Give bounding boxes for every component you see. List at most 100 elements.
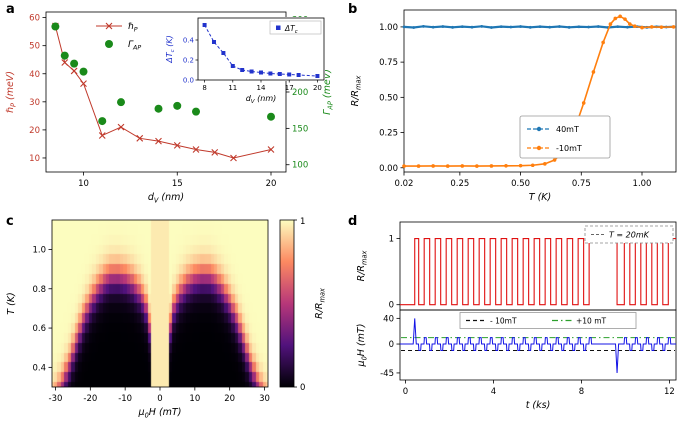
svg-text:0.00: 0.00 [379, 164, 398, 174]
axes-d: 0 4 8 12 t (ks) 0 1 R/Rmax 40 0 -45 μ0H (mT) [356, 221, 677, 411]
svg-text:-30: -30 [49, 394, 63, 404]
svg-text:1: 1 [389, 235, 394, 245]
x-axis-label-b: T (K) [529, 192, 551, 203]
svg-text:50: 50 [29, 42, 40, 52]
svg-text:10: 10 [78, 179, 89, 189]
svg-text:10: 10 [29, 154, 40, 164]
y-axis-label-d-bottom: μ0H (mT) [356, 324, 368, 368]
legend-b: 40mT -10mT [519, 115, 611, 159]
svg-text:100: 100 [292, 161, 308, 171]
svg-text:0.25: 0.25 [379, 129, 398, 139]
svg-text:0.75: 0.75 [572, 179, 591, 189]
panel-a: a 10 15 20 dV (nm) 10 20 30 40 50 60 ℏP (meV) 100 15… [0, 0, 342, 212]
svg-text:0: 0 [157, 394, 162, 404]
svg-text:0.4: 0.4 [32, 363, 46, 373]
svg-text:20: 20 [29, 126, 40, 136]
panel-d: d 0 4 8 12 t (ks) 0 1 R/Rmax 40 0 -45 μ0H (mT) T = 2… [342, 212, 685, 427]
y-axis-label-c: T (K) [6, 292, 17, 314]
svg-text:40mT: 40mT [556, 125, 579, 134]
svg-text:15: 15 [172, 179, 183, 189]
panel-a-plot: 10 15 20 dV (nm) 10 20 30 40 50 60 ℏP (meV) 100 150 2… [5, 11, 334, 204]
panel-d-label: d [348, 214, 358, 229]
y-axis-label-d-top: R/Rmax [356, 251, 368, 282]
panel-c-label: c [6, 214, 14, 229]
y-axis-label-b: R/Rmax [350, 76, 362, 107]
svg-text:14: 14 [257, 84, 266, 92]
svg-text:17: 17 [285, 84, 294, 92]
x-axis-label-c: μ0H (mT) [138, 407, 182, 419]
svg-text:0.8: 0.8 [32, 285, 46, 295]
svg-text:1: 1 [300, 217, 305, 227]
svg-text:-20: -20 [83, 394, 97, 404]
svg-text:0.0: 0.0 [183, 77, 194, 85]
svg-text:0: 0 [389, 340, 394, 350]
svg-text:40: 40 [29, 70, 40, 80]
svg-text:0: 0 [403, 387, 408, 397]
r-waveform [400, 237, 676, 306]
svg-text:20: 20 [224, 394, 235, 404]
panel-c: c -30 -20 -10 0 10 20 30 μ0H (mT) 0.4 0.6 0.8 1.0 T … [0, 212, 342, 427]
panel-b-plot: 0.02 0.25 0.50 0.75 1.00 T (K) 0.00 0.25 0.50 0.7… [350, 9, 677, 203]
svg-text:-10mT: -10mT [556, 144, 582, 153]
legend-d-bottom: - 10mT +10 mT [459, 312, 637, 329]
svg-text:11: 11 [228, 84, 237, 92]
svg-text:10: 10 [189, 394, 200, 404]
svg-text:150: 150 [292, 124, 308, 134]
svg-text:40: 40 [383, 314, 394, 324]
svg-text:8: 8 [579, 387, 584, 397]
legend-a: ℏP ΓAP [96, 22, 141, 51]
panel-c-heatmap [52, 220, 268, 387]
colorbar-label: R/Rmax [314, 288, 326, 319]
svg-text:30: 30 [259, 394, 270, 404]
svg-text:T = 20mK: T = 20mK [609, 231, 650, 240]
svg-text:-45: -45 [380, 369, 394, 379]
svg-text:-10: -10 [118, 394, 132, 404]
annotation-temperature: T = 20mK [584, 225, 674, 244]
svg-text:1.00: 1.00 [379, 23, 398, 33]
svg-text:20: 20 [313, 84, 322, 92]
series-40mT [402, 24, 675, 29]
svg-text:0.50: 0.50 [511, 179, 530, 189]
svg-text:0.50: 0.50 [379, 93, 398, 103]
panel-a-label: a [6, 2, 15, 17]
svg-text:0.02: 0.02 [395, 179, 414, 189]
svg-text:4: 4 [491, 387, 496, 397]
svg-text:0.75: 0.75 [379, 58, 398, 68]
svg-text:ΔTc: ΔTc [284, 24, 298, 35]
svg-text:12: 12 [664, 387, 675, 397]
panel-b: b 0.02 0.25 0.50 0.75 1.00 T (K) 0.00 0.25 0.50 0… [342, 0, 685, 212]
series-gamma-ap [51, 22, 275, 126]
inset-y-label: ΔTc (K) [165, 35, 176, 63]
svg-text:+10 mT: +10 mT [576, 317, 607, 326]
inset-a: 8 11 14 17 20 dV (nm) 0.0 0.2 0.4 ΔTc (K) ΔTc [165, 17, 325, 105]
y-axis-label-left-a: ℏP (meV) [5, 71, 17, 113]
svg-text:ΓAP: ΓAP [128, 40, 141, 51]
svg-text:ℏP: ℏP [128, 22, 138, 33]
svg-text:0.2: 0.2 [183, 57, 194, 65]
svg-text:200: 200 [292, 88, 308, 98]
svg-text:0.4: 0.4 [183, 37, 195, 45]
panel-b-label: b [348, 2, 358, 17]
axes-c: -30 -20 -10 0 10 20 30 μ0H (mT) 0.4 0.6 0.8 1.0 T (K… [6, 219, 270, 419]
x-axis-label-d: t (ks) [526, 400, 551, 411]
svg-text:8: 8 [202, 84, 206, 92]
panel-d-plot: 0 4 8 12 t (ks) 0 1 R/Rmax 40 0 -45 μ0H (mT) T = 20m… [356, 221, 677, 411]
svg-text:- 10mT: - 10mT [490, 317, 517, 326]
svg-text:0: 0 [300, 383, 305, 393]
x-axis-label-a: dV (nm) [148, 192, 184, 204]
svg-text:20: 20 [266, 179, 277, 189]
h-waveform [400, 318, 676, 373]
axes-b: 0.02 0.25 0.50 0.75 1.00 T (K) 0.00 0.25 0.50 0.7… [350, 9, 677, 203]
colorbar: 1 0 R/Rmax [279, 217, 326, 393]
svg-text:0.25: 0.25 [450, 179, 469, 189]
svg-text:1.00: 1.00 [633, 179, 652, 189]
svg-text:1.0: 1.0 [32, 245, 46, 255]
inset-x-label: dV (nm) [246, 94, 277, 105]
svg-text:0.6: 0.6 [32, 324, 46, 334]
svg-text:30: 30 [29, 98, 40, 108]
svg-text:60: 60 [29, 14, 40, 24]
y-axis-label-right-a: ΓAP (meV) [322, 69, 334, 115]
svg-text:0: 0 [389, 301, 394, 311]
